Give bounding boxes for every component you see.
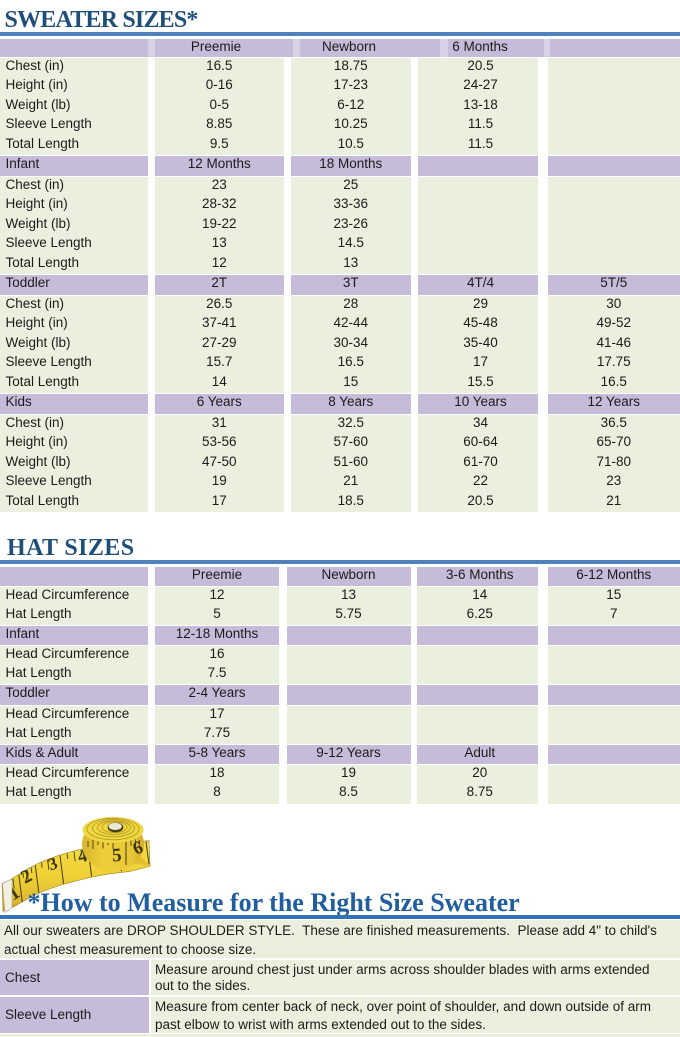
svg-text:5: 5: [111, 845, 122, 867]
